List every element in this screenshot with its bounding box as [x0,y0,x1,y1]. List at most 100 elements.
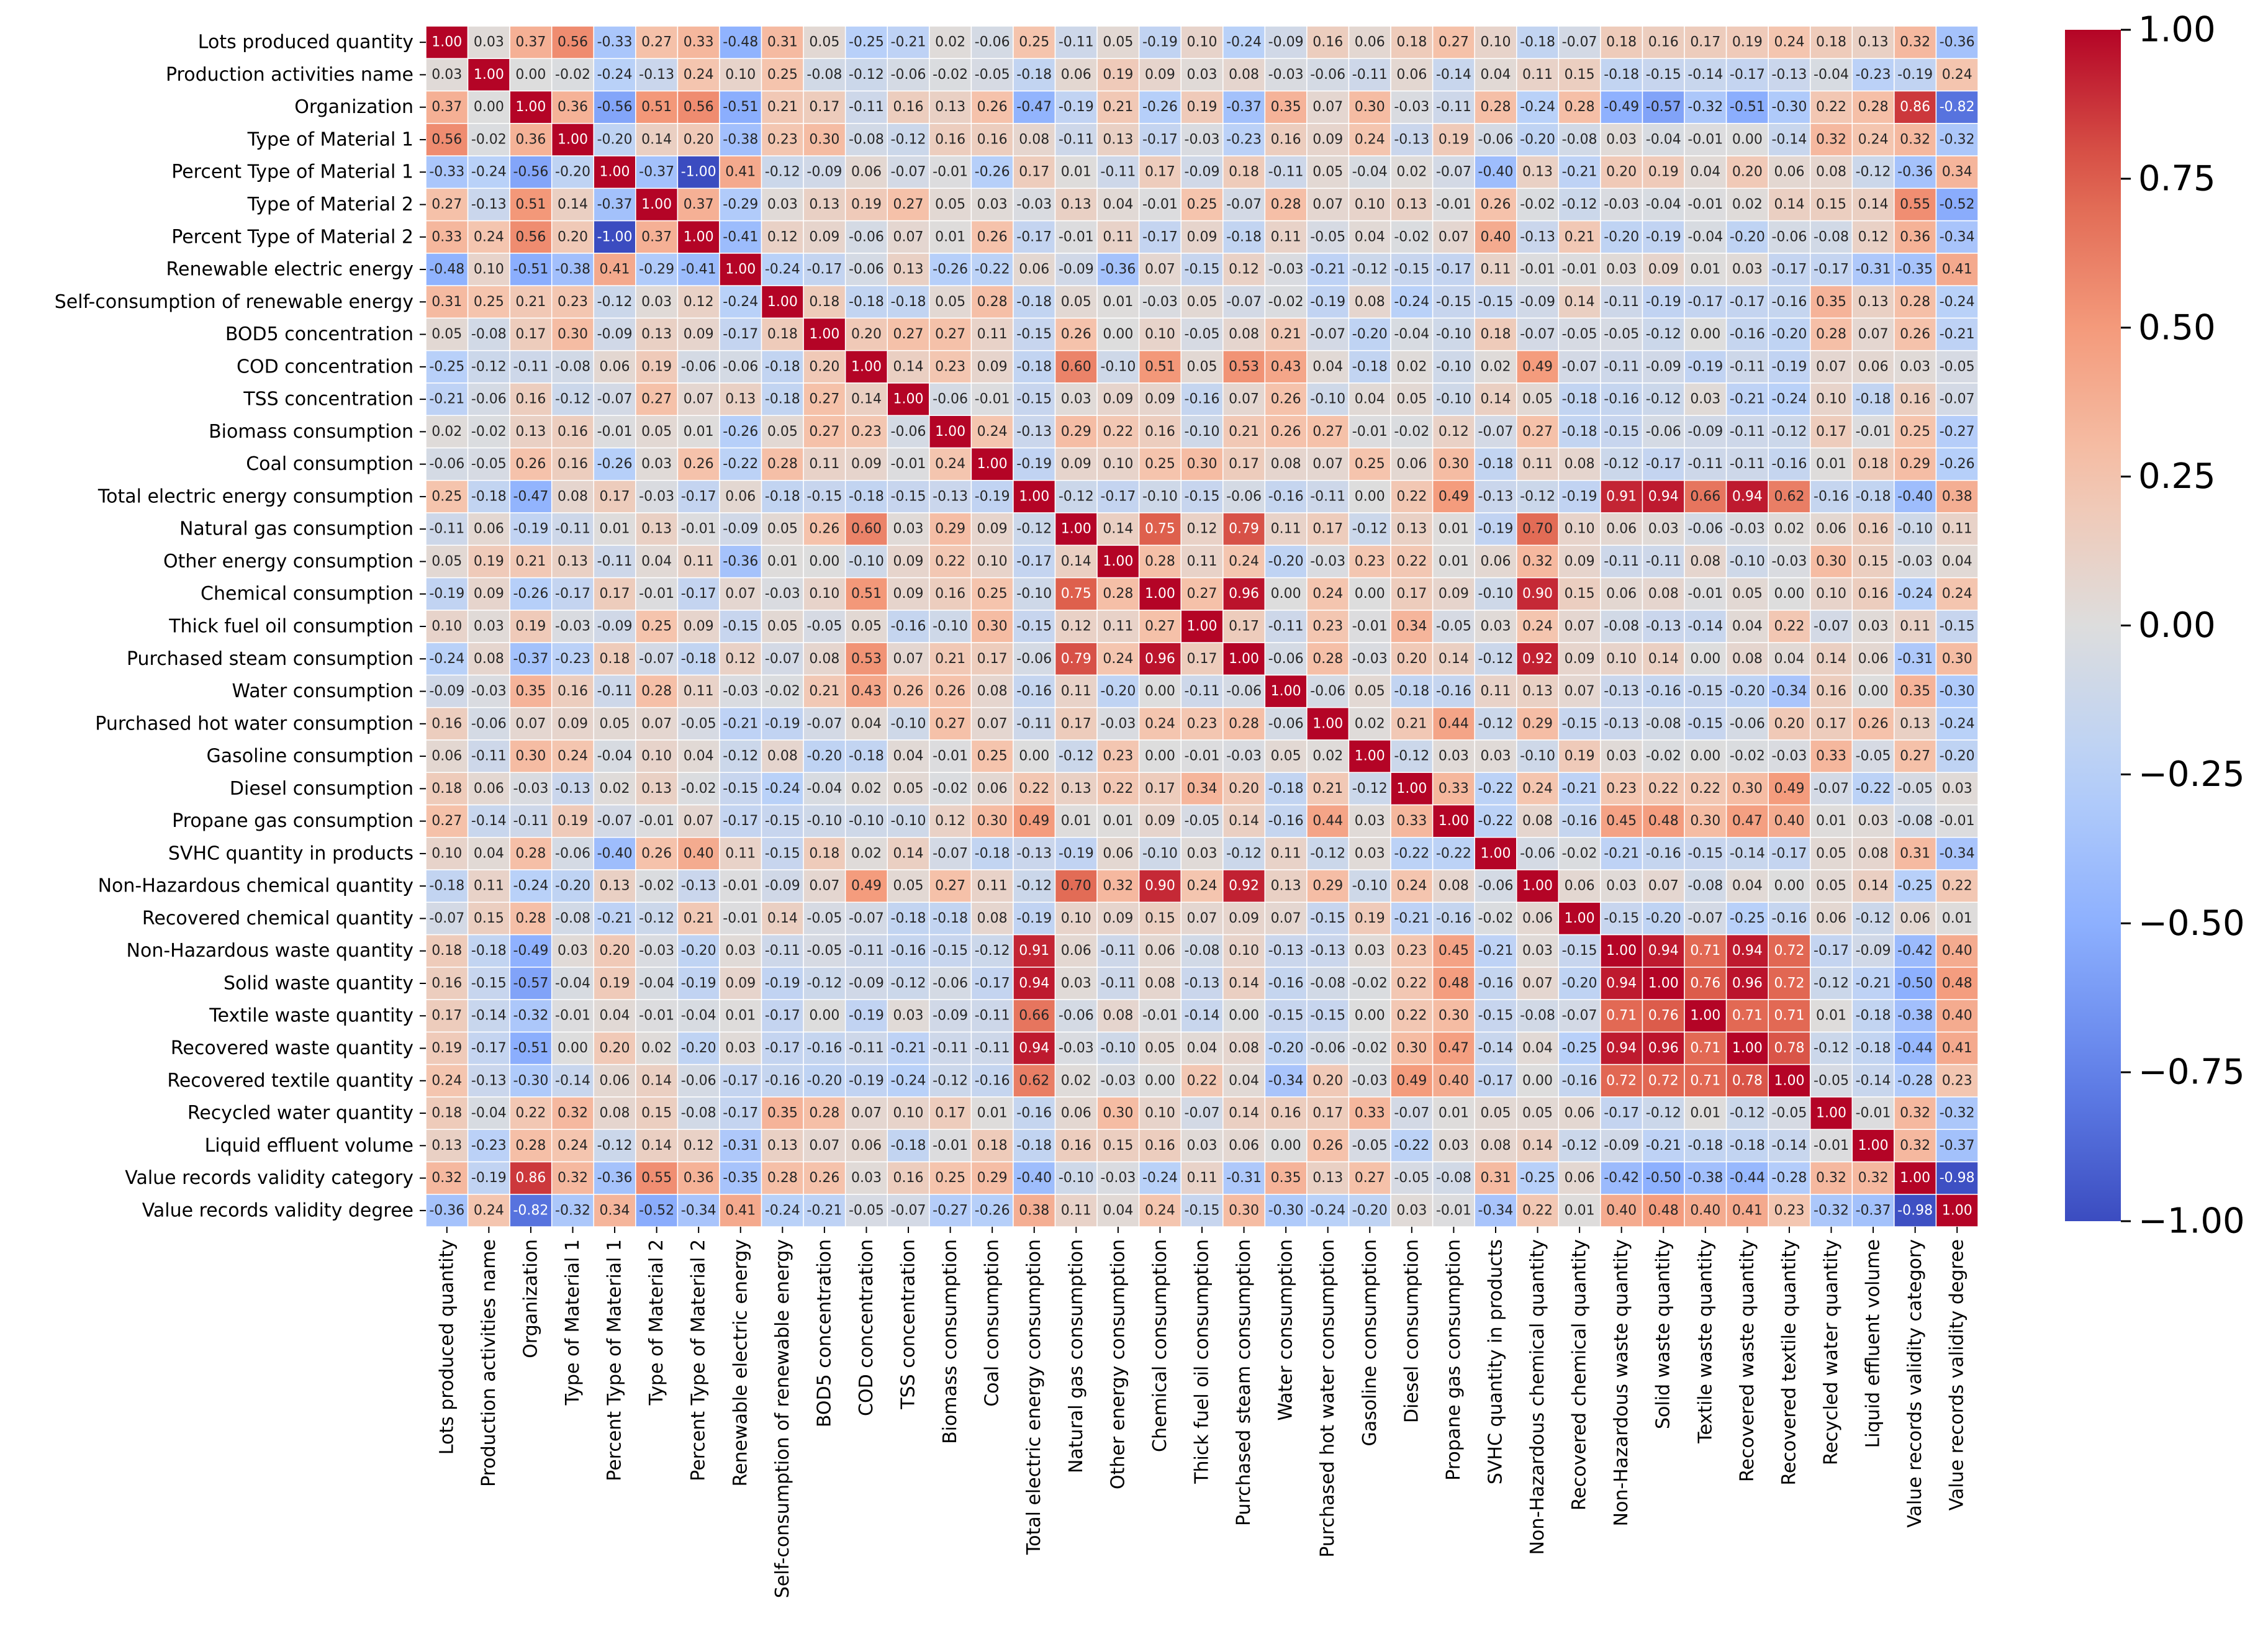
cell-value-label: -0.07 [806,716,842,731]
cell-value-label: 0.04 [1355,229,1385,245]
cell-value-label: 0.76 [1690,975,1720,991]
cell-value-label: 0.28 [515,846,546,861]
cell-value-label: -0.01 [555,1008,590,1024]
cell-value-label: -0.24 [1226,35,1262,50]
cell-value-label: 0.02 [1312,749,1343,764]
heatmap-cell [1264,350,1308,384]
heatmap-cell [1684,350,1727,384]
cell-value-label: -0.24 [1310,1203,1345,1218]
cell-value-label: 0.18 [431,1106,462,1121]
cell-value-label: -0.15 [1185,262,1220,278]
heatmap-cell [803,253,846,286]
cell-value-label: 1.00 [893,392,924,407]
cell-value-label: 0.28 [1145,554,1175,569]
cell-value-label: 0.18 [1396,35,1427,50]
heatmap-cell [1851,253,1895,286]
column-label: Non-Hazardous waste quantity [1611,1239,1632,1526]
cell-value-label: -0.11 [1185,684,1220,699]
cell-value-label: 0.28 [1271,197,1301,212]
cell-value-label: -0.12 [1310,846,1345,861]
cell-value-label: -0.17 [681,489,716,504]
heatmap-cell [1935,123,1979,156]
cell-value-label: 0.25 [641,619,672,634]
row-label: Value records validity category [125,1167,413,1189]
cell-value-label: -0.21 [1646,1138,1681,1154]
cell-value-label: 0.41 [725,1203,756,1218]
heatmap-cell [887,350,930,384]
column-label: SVHC quantity in products [1484,1239,1506,1484]
cell-value-label: 0.10 [431,846,462,861]
cell-value-label: 0.17 [1229,456,1259,472]
heatmap-cell [467,90,510,124]
cell-value-label: 0.09 [893,554,924,569]
cell-value-label: -0.25 [1730,911,1765,926]
cell-value-label: -0.02 [1394,424,1429,440]
heatmap-cell [970,285,1014,319]
cell-value-label: -0.31 [1856,262,1891,278]
heatmap-cell [1180,350,1224,384]
heatmap-cell [677,317,720,351]
cell-value-label: 0.03 [1439,1138,1469,1154]
cell-value-label: -0.17 [1730,67,1765,83]
cell-value-label: -0.24 [765,781,800,797]
cell-value-label: 0.06 [1103,846,1133,861]
cell-value-label: 0.05 [1312,165,1343,180]
cell-value-label: 0.05 [809,35,839,50]
cell-value-label: -0.04 [471,1106,507,1121]
heatmap-cell [1138,382,1181,416]
row-label: Thick fuel oil consumption [168,616,413,638]
cell-value-label: -0.09 [1646,359,1681,374]
cell-value-label: 0.22 [1396,489,1427,504]
cell-value-label: -0.06 [1310,1041,1345,1056]
cell-value-label: 0.08 [1271,456,1301,472]
heatmap-cell [1264,123,1308,156]
heatmap-cell [1894,25,1937,60]
heatmap-cell [1474,285,1517,319]
cell-value-label: 0.78 [1732,1073,1763,1088]
cell-value-label: 0.23 [935,359,965,374]
cell-value-label: 0.09 [809,229,839,245]
cell-value-label: -0.17 [1604,1106,1639,1121]
cell-value-label: 0.07 [1271,911,1301,926]
heatmap-cell [803,123,846,156]
cell-value-label: -0.04 [1814,67,1849,83]
column-label: Purchased steam consumption [1233,1239,1255,1526]
cell-value-label: 0.41 [1732,1203,1763,1218]
heatmap-cell [1390,415,1434,449]
heatmap-cell [1306,415,1350,449]
heatmap-cell [761,415,804,449]
cell-value-label: 0.12 [725,651,756,667]
cell-value-label: 0.11 [1522,67,1553,83]
cell-value-label: 0.07 [1312,197,1343,212]
heatmap-cell [761,155,804,189]
cell-value-label: -0.36 [1940,35,1975,50]
cell-value-label: -0.11 [1436,99,1471,115]
cell-value-label: -0.06 [933,975,968,991]
cell-value-label: 0.00 [1690,749,1720,764]
cell-value-label: 0.04 [1187,1041,1218,1056]
cell-value-label: 0.07 [684,813,714,829]
cell-value-label: -0.12 [1646,392,1681,407]
cell-value-label: -0.18 [1604,67,1639,83]
cell-value-label: 0.72 [1774,943,1804,959]
cell-value-label: -0.22 [1478,813,1514,829]
cell-value-label: 0.03 [1355,813,1385,829]
cell-value-label: 0.03 [725,1041,756,1056]
cell-value-label: -0.20 [806,1073,842,1088]
cell-value-label: -0.21 [1940,327,1975,342]
cell-value-label: -0.25 [1897,878,1933,894]
cell-value-label: 0.60 [1061,359,1091,374]
cell-value-label: 0.21 [1229,424,1259,440]
cell-value-label: 0.16 [935,586,965,602]
cell-value-label: 0.32 [1816,1170,1846,1186]
cell-value-label: 0.94 [1732,489,1763,504]
row-label: Recovered waste quantity [171,1037,413,1059]
cell-value-label: 0.02 [600,781,630,797]
cell-value-label: -0.13 [639,67,674,83]
cell-value-label: -0.12 [1352,262,1388,278]
cell-value-label: 0.06 [1565,1170,1595,1186]
heatmap-cell [1600,25,1643,60]
cell-value-label: 0.25 [1187,197,1218,212]
cell-value-label: 0.24 [1858,132,1889,147]
cell-value-label: -0.28 [1897,1073,1933,1088]
